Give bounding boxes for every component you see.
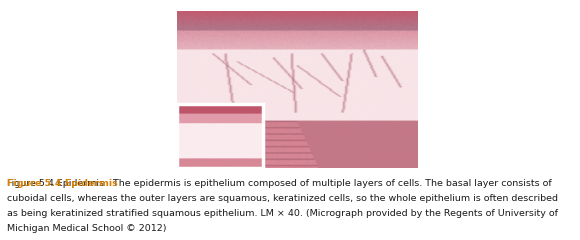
Text: Figure 5.4 Epidermis   The epidermis is epithelium composed of multiple layers o: Figure 5.4 Epidermis The epidermis is ep… — [7, 179, 552, 188]
Text: as being keratinized stratified squamous epithelium. LM × 40. (Micrograph provid: as being keratinized stratified squamous… — [7, 209, 558, 218]
Text: Michigan Medical School © 2012): Michigan Medical School © 2012) — [7, 224, 166, 233]
Text: cuboidal cells, whereas the outer layers are squamous, keratinized cells, so the: cuboidal cells, whereas the outer layers… — [7, 194, 558, 203]
Text: Figure 5.4 Epidermis: Figure 5.4 Epidermis — [7, 179, 118, 188]
